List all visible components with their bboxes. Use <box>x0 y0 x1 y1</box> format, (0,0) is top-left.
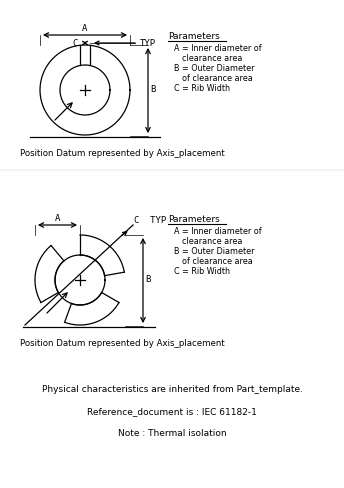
Text: A = Inner diameter of: A = Inner diameter of <box>174 227 262 236</box>
Text: B: B <box>150 85 155 95</box>
Text: clearance area: clearance area <box>182 237 243 246</box>
Text: B = Outer Diameter: B = Outer Diameter <box>174 64 255 73</box>
Text: A: A <box>55 214 60 223</box>
Text: A: A <box>82 24 88 33</box>
Text: of clearance area: of clearance area <box>182 74 253 83</box>
Text: Position Datum represented by Axis_placement: Position Datum represented by Axis_place… <box>20 339 225 348</box>
Text: of clearance area: of clearance area <box>182 257 253 266</box>
Text: Position Datum represented by Axis_placement: Position Datum represented by Axis_place… <box>20 149 225 158</box>
Text: C: C <box>73 39 78 47</box>
Text: C = Rib Width: C = Rib Width <box>174 84 230 93</box>
Text: C  TYP: C TYP <box>134 216 166 225</box>
Text: A = Inner diameter of: A = Inner diameter of <box>174 44 262 53</box>
Text: Reference_document is : IEC 61182-1: Reference_document is : IEC 61182-1 <box>87 407 257 416</box>
Text: Note : Thermal isolation: Note : Thermal isolation <box>118 429 226 438</box>
Text: clearance area: clearance area <box>182 54 243 63</box>
Text: C = Rib Width: C = Rib Width <box>174 267 230 276</box>
Text: Parameters: Parameters <box>168 215 220 224</box>
Text: Parameters: Parameters <box>168 32 220 41</box>
Text: TYP: TYP <box>140 39 156 47</box>
Text: B = Outer Diameter: B = Outer Diameter <box>174 247 255 256</box>
Text: B: B <box>145 276 150 285</box>
Text: Physical characteristics are inherited from Part_template.: Physical characteristics are inherited f… <box>42 385 302 394</box>
